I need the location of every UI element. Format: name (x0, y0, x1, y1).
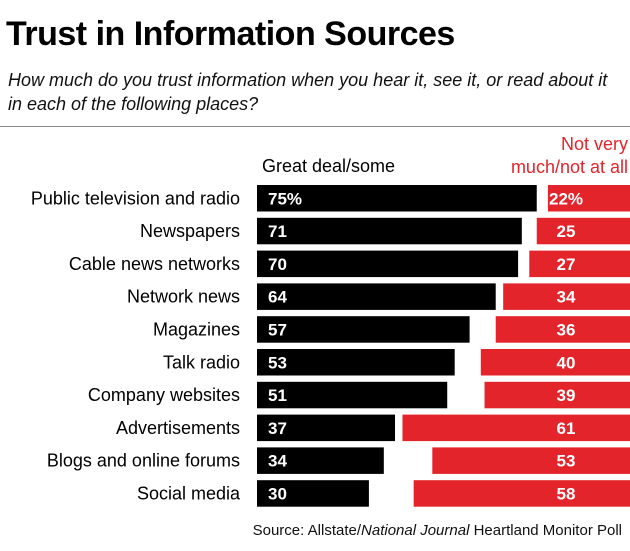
header-divider (0, 126, 630, 127)
category-label: Cable news networks (69, 254, 240, 274)
bar-not-very (484, 381, 630, 409)
category-label: Network news (127, 287, 240, 307)
bar-label-not-very: 40 (557, 353, 576, 372)
category-label: Public television and radio (31, 188, 240, 208)
category-label: Advertisements (116, 418, 240, 438)
source-publication: National Journal (361, 522, 470, 539)
bar-not-very (495, 316, 630, 343)
category-label: Social media (137, 483, 241, 503)
bar-label-great-deal: 37 (268, 419, 287, 438)
bar-great-deal (257, 381, 448, 409)
bar-label-great-deal: 53 (268, 353, 287, 372)
bar-not-very (529, 250, 630, 278)
bar-not-very (432, 447, 630, 474)
chart-title: Trust in Information Sources (6, 15, 455, 53)
bar-label-not-very: 25 (557, 222, 576, 241)
legend-not-very: Not very much/not at all (510, 134, 628, 177)
bar-label-great-deal: 51 (268, 386, 287, 405)
bar-not-very (536, 217, 630, 245)
bar-label-great-deal: 30 (268, 484, 287, 503)
bar-label-not-very: 22% (549, 189, 583, 208)
bar-label-great-deal: 71 (268, 222, 287, 241)
source-prefix: Source: Allstate/ (252, 522, 362, 539)
chart-subtitle: How much do you trust information when y… (8, 70, 608, 114)
bar-not-very (480, 349, 630, 376)
category-label: Magazines (153, 319, 240, 339)
bar-label-great-deal: 75% (268, 189, 302, 208)
legend-great-deal: Great deal/some (262, 156, 396, 176)
bar-not-very (503, 283, 630, 310)
bar-label-great-deal: 64 (268, 288, 287, 307)
bar-label-not-very: 36 (557, 320, 576, 339)
bar-label-great-deal: 34 (268, 452, 287, 471)
bar-great-deal (257, 316, 470, 343)
category-label: Blogs and online forums (47, 451, 240, 471)
bar-label-not-very: 53 (557, 452, 576, 471)
bar-label-not-very: 27 (557, 255, 576, 274)
bar-label-great-deal: 70 (268, 255, 287, 274)
category-label: Newspapers (140, 221, 240, 241)
bar-label-not-very: 34 (557, 288, 576, 307)
bar-not-very (413, 480, 630, 507)
bar-label-not-very: 58 (557, 484, 576, 503)
source-note: Source: Allstate/National Journal Heartl… (253, 522, 622, 539)
bar-great-deal (257, 283, 496, 310)
bar-not-very (547, 185, 630, 212)
bar-label-not-very: 61 (557, 419, 576, 438)
source-suffix: Heartland Monitor Poll (469, 522, 622, 539)
bar-great-deal (257, 217, 522, 245)
category-label: Company websites (88, 385, 240, 405)
bar-great-deal (257, 414, 396, 442)
bar-label-great-deal: 57 (268, 320, 287, 339)
bar-great-deal (257, 250, 519, 278)
bar-great-deal (257, 447, 384, 474)
bar-not-very (402, 414, 630, 442)
bar-label-not-very: 39 (557, 386, 576, 405)
bar-great-deal (257, 349, 455, 376)
category-label: Talk radio (163, 352, 240, 372)
bar-great-deal (257, 185, 537, 212)
bar-great-deal (257, 480, 369, 507)
